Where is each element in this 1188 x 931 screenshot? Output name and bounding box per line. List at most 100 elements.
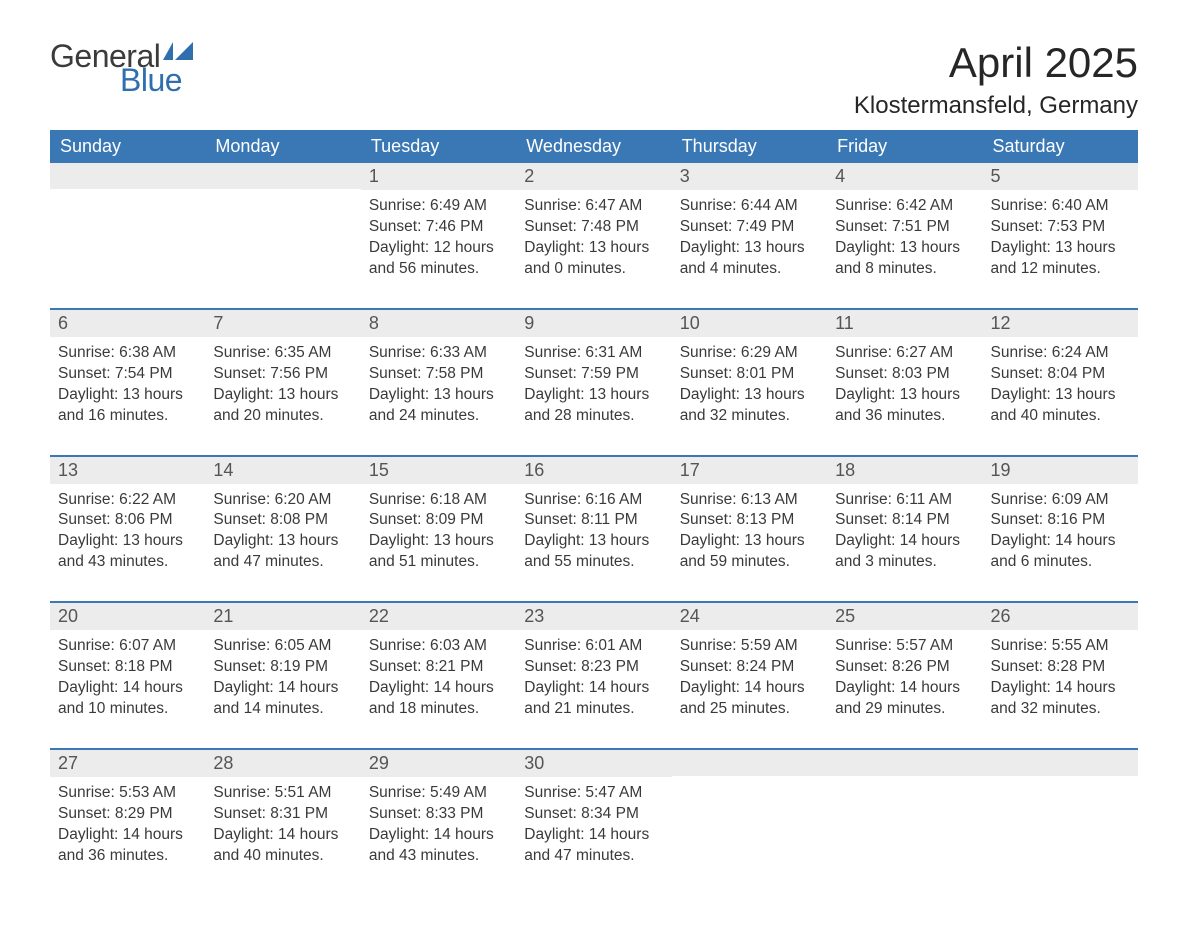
day-number: 1 (361, 163, 516, 190)
daylight-line-1: Daylight: 13 hours (213, 385, 352, 406)
daylight-line-2: and 29 minutes. (835, 699, 974, 720)
day-header-mon: Monday (205, 130, 360, 163)
sunrise-line: Sunrise: 6:38 AM (58, 343, 197, 364)
sunset-line: Sunset: 8:09 PM (369, 510, 508, 531)
daylight-line-2: and 55 minutes. (524, 552, 663, 573)
cell-body: Sunrise: 6:09 AMSunset: 8:16 PMDaylight:… (983, 484, 1138, 574)
day-number: 15 (361, 457, 516, 484)
day-number: 2 (516, 163, 671, 190)
calendar-cell: 11Sunrise: 6:27 AMSunset: 8:03 PMDayligh… (827, 310, 982, 441)
day-number: 25 (827, 603, 982, 630)
cell-body: Sunrise: 5:53 AMSunset: 8:29 PMDaylight:… (50, 777, 205, 867)
calendar-cell: 23Sunrise: 6:01 AMSunset: 8:23 PMDayligh… (516, 603, 671, 734)
day-number: 12 (983, 310, 1138, 337)
cell-body: Sunrise: 5:59 AMSunset: 8:24 PMDaylight:… (672, 630, 827, 720)
daylight-line-1: Daylight: 14 hours (524, 825, 663, 846)
calendar-cell: 9Sunrise: 6:31 AMSunset: 7:59 PMDaylight… (516, 310, 671, 441)
sunrise-line: Sunrise: 5:47 AM (524, 783, 663, 804)
cell-body: Sunrise: 6:47 AMSunset: 7:48 PMDaylight:… (516, 190, 671, 280)
calendar-cell: 16Sunrise: 6:16 AMSunset: 8:11 PMDayligh… (516, 457, 671, 588)
sunrise-line: Sunrise: 6:35 AM (213, 343, 352, 364)
day-header-row: Sunday Monday Tuesday Wednesday Thursday… (50, 130, 1138, 163)
sunset-line: Sunset: 8:16 PM (991, 510, 1130, 531)
day-number: 21 (205, 603, 360, 630)
daylight-line-2: and 59 minutes. (680, 552, 819, 573)
daylight-line-2: and 25 minutes. (680, 699, 819, 720)
sunset-line: Sunset: 8:31 PM (213, 804, 352, 825)
sunrise-line: Sunrise: 6:27 AM (835, 343, 974, 364)
calendar-cell: 3Sunrise: 6:44 AMSunset: 7:49 PMDaylight… (672, 163, 827, 294)
daylight-line-1: Daylight: 14 hours (991, 531, 1130, 552)
day-number: 19 (983, 457, 1138, 484)
calendar-cell: 29Sunrise: 5:49 AMSunset: 8:33 PMDayligh… (361, 750, 516, 881)
calendar-cell: 15 Sunrise: 6:18 AMSunset: 8:09 PMDayligh… (361, 457, 516, 588)
calendar-cell: 21Sunrise: 6:05 AMSunset: 8:19 PMDayligh… (205, 603, 360, 734)
day-number: 5 (983, 163, 1138, 190)
daylight-line-2: and 36 minutes. (58, 846, 197, 867)
day-number: 26 (983, 603, 1138, 630)
calendar-cell: 27Sunrise: 5:53 AMSunset: 8:29 PMDayligh… (50, 750, 205, 881)
calendar-cell: 1Sunrise: 6:49 AMSunset: 7:46 PMDaylight… (361, 163, 516, 294)
cell-body: Sunrise: 6:42 AMSunset: 7:51 PMDaylight:… (827, 190, 982, 280)
calendar-cell: 25Sunrise: 5:57 AMSunset: 8:26 PMDayligh… (827, 603, 982, 734)
calendar-week: 1Sunrise: 6:49 AMSunset: 7:46 PMDaylight… (50, 163, 1138, 294)
sunset-line: Sunset: 7:54 PM (58, 364, 197, 385)
sunrise-line: Sunrise: 6:40 AM (991, 196, 1130, 217)
daylight-line-1: Daylight: 13 hours (369, 531, 508, 552)
daylight-line-1: Daylight: 13 hours (991, 385, 1130, 406)
day-number: 6 (50, 310, 205, 337)
sunrise-line: Sunrise: 6:18 AM (369, 490, 508, 511)
day-number: 28 (205, 750, 360, 777)
daylight-line-2: and 28 minutes. (524, 406, 663, 427)
sunset-line: Sunset: 7:59 PM (524, 364, 663, 385)
day-number: 27 (50, 750, 205, 777)
calendar-cell: 24Sunrise: 5:59 AMSunset: 8:24 PMDayligh… (672, 603, 827, 734)
sunset-line: Sunset: 8:26 PM (835, 657, 974, 678)
day-number: 29 (361, 750, 516, 777)
daylight-line-1: Daylight: 13 hours (680, 385, 819, 406)
calendar-week: 20Sunrise: 6:07 AMSunset: 8:18 PMDayligh… (50, 601, 1138, 734)
day-number: 24 (672, 603, 827, 630)
sunrise-line: Sunrise: 6:24 AM (991, 343, 1130, 364)
sunset-line: Sunset: 8:04 PM (991, 364, 1130, 385)
sunset-line: Sunset: 8:19 PM (213, 657, 352, 678)
daylight-line-1: Daylight: 13 hours (58, 385, 197, 406)
daylight-line-1: Daylight: 13 hours (524, 238, 663, 259)
day-header-fri: Friday (827, 130, 982, 163)
daylight-line-2: and 24 minutes. (369, 406, 508, 427)
title-block: April 2025 Klostermansfeld, Germany (854, 40, 1138, 120)
calendar-cell: 7Sunrise: 6:35 AMSunset: 7:56 PMDaylight… (205, 310, 360, 441)
sunrise-line: Sunrise: 6:33 AM (369, 343, 508, 364)
logo-word-blue: Blue (120, 64, 193, 96)
cell-body: Sunrise: 5:51 AMSunset: 8:31 PMDaylight:… (205, 777, 360, 867)
cell-body: Sunrise: 5:55 AMSunset: 8:28 PMDaylight:… (983, 630, 1138, 720)
cell-body: Sunrise: 6:05 AMSunset: 8:19 PMDaylight:… (205, 630, 360, 720)
daylight-line-1: Daylight: 13 hours (213, 531, 352, 552)
daylight-line-2: and 47 minutes. (213, 552, 352, 573)
day-number (827, 750, 982, 776)
daylight-line-1: Daylight: 14 hours (524, 678, 663, 699)
day-number: 16 (516, 457, 671, 484)
daylight-line-1: Daylight: 14 hours (58, 678, 197, 699)
daylight-line-2: and 18 minutes. (369, 699, 508, 720)
daylight-line-1: Daylight: 14 hours (213, 678, 352, 699)
sunrise-line: Sunrise: 6:49 AM (369, 196, 508, 217)
day-number: 20 (50, 603, 205, 630)
cell-body: Sunrise: 6:49 AMSunset: 7:46 PMDaylight:… (361, 190, 516, 280)
sunrise-line: Sunrise: 6:09 AM (991, 490, 1130, 511)
sunrise-line: Sunrise: 5:49 AM (369, 783, 508, 804)
cell-body: Sunrise: 6:40 AMSunset: 7:53 PMDaylight:… (983, 190, 1138, 280)
day-number: 18 (827, 457, 982, 484)
sunset-line: Sunset: 7:53 PM (991, 217, 1130, 238)
daylight-line-2: and 4 minutes. (680, 259, 819, 280)
sunrise-line: Sunrise: 6:42 AM (835, 196, 974, 217)
calendar-week: 27Sunrise: 5:53 AMSunset: 8:29 PMDayligh… (50, 748, 1138, 881)
day-number: 17 (672, 457, 827, 484)
daylight-line-2: and 0 minutes. (524, 259, 663, 280)
weeks-container: 1Sunrise: 6:49 AMSunset: 7:46 PMDaylight… (50, 163, 1138, 880)
cell-body: Sunrise: 6:38 AMSunset: 7:54 PMDaylight:… (50, 337, 205, 427)
cell-body: Sunrise: 6:07 AMSunset: 8:18 PMDaylight:… (50, 630, 205, 720)
sunrise-line: Sunrise: 6:05 AM (213, 636, 352, 657)
day-number: 3 (672, 163, 827, 190)
calendar-week: 6Sunrise: 6:38 AMSunset: 7:54 PMDaylight… (50, 308, 1138, 441)
